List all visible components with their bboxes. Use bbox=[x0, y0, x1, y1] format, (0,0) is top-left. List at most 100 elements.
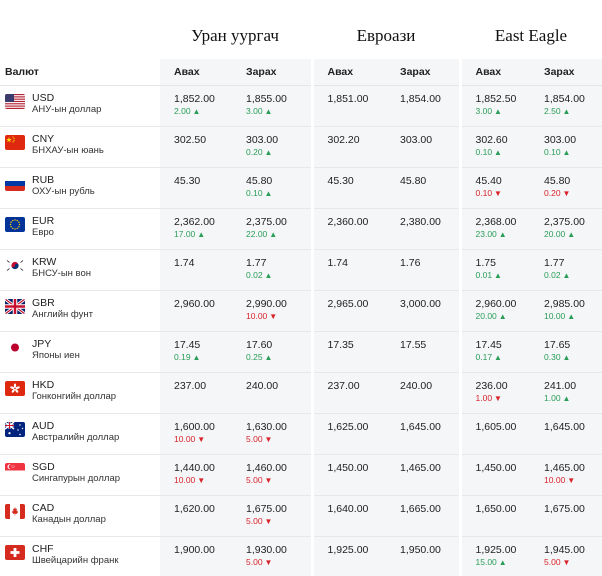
rate-value: 1,450.00 bbox=[327, 461, 369, 474]
currency-name: Сингапурын доллар bbox=[32, 472, 121, 484]
flag-ch-icon bbox=[5, 544, 25, 560]
arrow-down-icon: ▼ bbox=[197, 434, 206, 444]
bank-name-uran: Уран уургач bbox=[191, 26, 279, 45]
currency-cell: CNY БНХАУ-ын юань bbox=[0, 126, 160, 168]
east-eagle-buy-cell: 1,450.00 bbox=[458, 454, 530, 496]
buy-column-header: Авах bbox=[160, 59, 232, 86]
euroasia-sell-cell: 1,950.00 bbox=[386, 536, 460, 576]
euroasia-buy-cell: 2,965.00 bbox=[310, 290, 386, 332]
currency-name: БНХАУ-ын юань bbox=[32, 144, 104, 156]
euroasia-buy-cell: 45.30 bbox=[310, 167, 386, 209]
flag-sg-icon bbox=[5, 462, 25, 478]
table-row: CHF Швейцарийн франк 1,900.00 1,930.00 5.00 ▼… bbox=[0, 536, 602, 576]
euroasia-sell-cell: 2,380.00 bbox=[386, 208, 460, 250]
rate-value: 2,985.00 bbox=[544, 297, 585, 310]
arrow-down-icon: ▼ bbox=[562, 188, 571, 198]
rate-value: 1,854.00 bbox=[544, 92, 585, 105]
east-eagle-buy-cell: 1,650.00 bbox=[458, 495, 530, 537]
rate-change: 10.00 ▼ bbox=[174, 475, 232, 486]
rate-change-value: 1.00 bbox=[544, 392, 561, 403]
rate-change: 5.00 ▼ bbox=[246, 557, 311, 568]
rate-change: 2.50 ▲ bbox=[544, 106, 602, 117]
east-eagle-sell-cell: 1,645.00 bbox=[530, 413, 602, 455]
rate-change: 0.20 ▲ bbox=[246, 147, 311, 158]
uran-sell-cell: 303.00 0.20 ▲ bbox=[232, 126, 312, 168]
table-row: EUR Евро 2,362.00 17.00 ▲ 2,375.00 22.00 ▲ 2,360… bbox=[0, 208, 602, 250]
rate-change-value: 22.00 bbox=[246, 228, 268, 239]
arrow-up-icon: ▲ bbox=[264, 106, 273, 116]
arrow-up-icon: ▲ bbox=[562, 147, 571, 157]
rate-value: 1,675.00 bbox=[246, 502, 287, 515]
currency-code: USD bbox=[32, 91, 55, 104]
flag-au-icon bbox=[5, 421, 25, 437]
rate-value: 45.80 bbox=[246, 174, 273, 187]
rate-value: 1,851.00 bbox=[327, 92, 369, 105]
currency-name: Гонконгийн доллар bbox=[32, 390, 117, 402]
euroasia-buy-cell: 2,360.00 bbox=[310, 208, 386, 250]
table-row: HKD Гонконгийн доллар 237.00 240.00 237.00 24… bbox=[0, 372, 602, 414]
east-eagle-sell-cell: 1,945.00 5.00 ▼ bbox=[530, 536, 602, 576]
rate-change: 0.10 ▼ bbox=[476, 188, 531, 199]
rate-change: 0.25 ▲ bbox=[246, 352, 311, 363]
uran-buy-cell: 2,960.00 bbox=[160, 290, 232, 332]
rate-change-value: 10.00 bbox=[174, 433, 196, 444]
arrow-up-icon: ▲ bbox=[192, 352, 201, 362]
rate-change-value: 0.20 bbox=[544, 187, 561, 198]
table-row: KRW БНСУ-ын вон 1.74 1.77 0.02 ▲ 1.74 1.76 1.75 0… bbox=[0, 249, 602, 291]
currency-name: АНУ-ын доллар bbox=[32, 103, 102, 115]
euroasia-buy-cell: 237.00 bbox=[310, 372, 386, 414]
rate-value: 1,945.00 bbox=[544, 543, 585, 556]
currency-cell: HKD Гонконгийн доллар bbox=[0, 372, 160, 414]
bank-name-euroasia: Евроази bbox=[356, 26, 416, 45]
rate-change: 0.10 ▲ bbox=[246, 188, 311, 199]
rate-change-value: 5.00 bbox=[246, 515, 263, 526]
rate-value: 302.20 bbox=[327, 133, 360, 146]
currency-column-header: Валют bbox=[0, 59, 160, 86]
rate-value: 1.77 bbox=[246, 256, 267, 269]
rate-change-value: 20.00 bbox=[475, 310, 497, 321]
rate-change-value: 0.30 bbox=[544, 351, 561, 362]
arrow-up-icon: ▲ bbox=[562, 393, 571, 403]
currency-name: Английн фунт bbox=[32, 308, 93, 320]
currency-code: EUR bbox=[32, 214, 55, 227]
euroasia-buy-cell: 17.35 bbox=[310, 331, 386, 373]
arrow-down-icon: ▼ bbox=[264, 434, 273, 444]
rate-change: 0.10 ▲ bbox=[544, 147, 602, 158]
table-row: CAD Канадын доллар 1,620.00 1,675.00 5.00 ▼ 1,… bbox=[0, 495, 602, 537]
rate-value: 1,460.00 bbox=[246, 461, 287, 474]
east-eagle-sell-cell: 2,985.00 10.00 ▲ bbox=[530, 290, 602, 332]
arrow-up-icon: ▲ bbox=[264, 188, 273, 198]
currency-code: JPY bbox=[32, 337, 52, 350]
east-eagle-buy-cell: 302.60 0.10 ▲ bbox=[458, 126, 530, 168]
uran-sell-cell: 240.00 bbox=[232, 372, 312, 414]
uran-sell-cell: 1,630.00 5.00 ▼ bbox=[232, 413, 312, 455]
rate-change-value: 10.00 bbox=[246, 310, 268, 321]
table-header-row: Валют Авах Зарах Авах Зарах Авах Зарах bbox=[0, 59, 602, 86]
rate-change-value: 2.50 bbox=[544, 105, 561, 116]
arrow-up-icon: ▲ bbox=[567, 311, 576, 321]
rate-change-value: 5.00 bbox=[246, 474, 263, 485]
rate-change-value: 0.10 bbox=[544, 146, 561, 157]
table-row: GBR Английн фунт 2,960.00 2,990.00 10.00 ▼ 2,9… bbox=[0, 290, 602, 332]
arrow-down-icon: ▼ bbox=[567, 475, 576, 485]
rate-change-value: 0.02 bbox=[544, 269, 561, 280]
uran-sell-cell: 1,930.00 5.00 ▼ bbox=[232, 536, 312, 576]
currency-cell: GBR Английн фунт bbox=[0, 290, 160, 332]
table-row: USD АНУ-ын доллар 1,852.00 2.00 ▲ 1,855.00 3.0… bbox=[0, 85, 602, 127]
currency-cell: CHF Швейцарийн франк bbox=[0, 536, 160, 576]
rate-value: 237.00 bbox=[174, 379, 207, 392]
euroasia-sell-cell: 17.55 bbox=[386, 331, 460, 373]
uran-buy-cell: 1,900.00 bbox=[160, 536, 232, 576]
rate-change-value: 5.00 bbox=[544, 556, 561, 567]
currency-name: Австралийн доллар bbox=[32, 431, 120, 443]
rate-value: 45.80 bbox=[544, 174, 571, 187]
flag-jp-icon bbox=[5, 339, 25, 355]
rate-change: 10.00 ▼ bbox=[174, 434, 232, 445]
rate-value: 45.30 bbox=[174, 174, 201, 187]
currency-code: HKD bbox=[32, 378, 55, 391]
rate-value: 302.60 bbox=[475, 133, 508, 146]
table-row: JPY Японы иен 17.45 0.19 ▲ 17.60 0.25 ▲ 17.35 17.… bbox=[0, 331, 602, 373]
uran-sell-cell: 1,460.00 5.00 ▼ bbox=[232, 454, 312, 496]
currency-code: GBR bbox=[32, 296, 55, 309]
east-eagle-buy-cell: 236.00 1.00 ▼ bbox=[458, 372, 530, 414]
